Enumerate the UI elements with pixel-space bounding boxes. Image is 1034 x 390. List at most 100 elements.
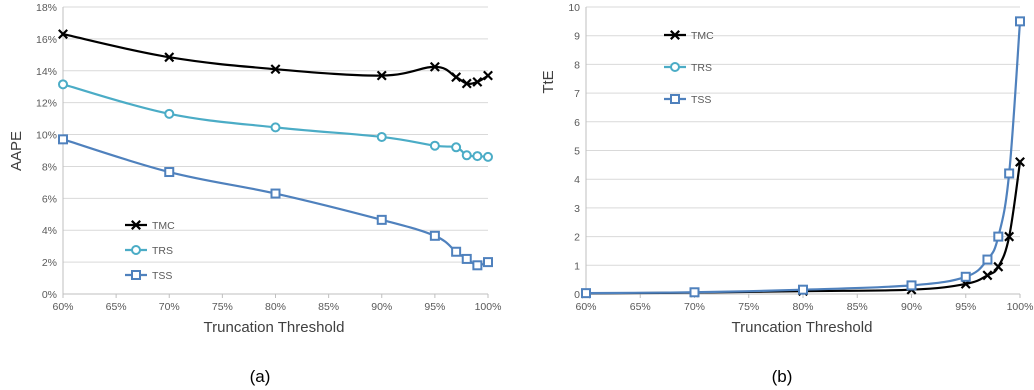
- square-marker: [993, 231, 1004, 242]
- x-marker: [1004, 231, 1015, 242]
- y-tick-label: 0%: [42, 289, 57, 301]
- square-marker: [982, 254, 993, 265]
- y-tick-label: 10%: [36, 130, 57, 142]
- x-marker: [1015, 157, 1025, 167]
- x-marker: [670, 30, 680, 40]
- y-tick-label: 1: [574, 260, 580, 272]
- circle-marker: [451, 142, 462, 153]
- y-tick-label: 5: [574, 146, 580, 158]
- y-tick-label: 4%: [42, 225, 57, 237]
- square-marker: [581, 288, 591, 299]
- y-tick-label: 9: [574, 31, 580, 43]
- square-marker: [451, 246, 462, 257]
- series-tmc: [58, 29, 493, 89]
- square-marker: [270, 188, 281, 199]
- legend-item-trs: TRS: [664, 62, 712, 74]
- legend-label: TRS: [152, 245, 173, 257]
- circle-marker: [131, 245, 141, 255]
- x-tick-label: 90%: [371, 301, 392, 313]
- x-marker: [472, 76, 483, 87]
- x-tick-label: 70%: [684, 301, 705, 313]
- x-marker: [58, 29, 68, 40]
- x-tick-label: 100%: [1007, 301, 1034, 313]
- panel-caption: (b): [772, 367, 793, 386]
- x-tick-label: 95%: [424, 301, 445, 313]
- legend-label: TMC: [691, 30, 714, 42]
- series-tss: [58, 134, 493, 271]
- square-marker: [429, 230, 440, 241]
- series-layer: [58, 29, 493, 271]
- x-tick-label: 65%: [106, 301, 127, 313]
- x-tick-label: 90%: [901, 301, 922, 313]
- legend-label: TRS: [691, 62, 712, 74]
- legend: TMC TRS TSS: [125, 220, 175, 282]
- x-tick-label: 95%: [955, 301, 976, 313]
- y-tick-label: 12%: [36, 98, 57, 110]
- legend-item-trs: TRS: [125, 245, 173, 257]
- y-tick-label: 3: [574, 203, 580, 215]
- circle-marker: [472, 151, 483, 162]
- square-marker: [670, 94, 680, 104]
- series-line: [62, 83, 489, 158]
- square-marker: [131, 270, 141, 280]
- x-marker: [164, 52, 175, 63]
- legend-item-tmc: TMC: [125, 220, 175, 232]
- x-tick-label: 70%: [159, 301, 180, 313]
- legend-item-tss: TSS: [125, 270, 172, 282]
- square-marker: [164, 167, 175, 178]
- series-line: [62, 138, 489, 267]
- square-marker: [376, 214, 387, 225]
- y-tick-label: 0: [574, 289, 580, 301]
- y-tick-label: 18%: [36, 2, 57, 14]
- y-tick-label: 16%: [36, 34, 57, 46]
- x-tick-label: 80%: [792, 301, 813, 313]
- x-tick-label: 80%: [265, 301, 286, 313]
- y-tick-label: 8%: [42, 161, 57, 173]
- square-marker: [483, 257, 493, 268]
- x-tick-label: 85%: [318, 301, 339, 313]
- circle-marker: [429, 140, 440, 151]
- series-tss: [581, 16, 1025, 299]
- y-tick-label: 2%: [42, 257, 57, 269]
- circle-marker: [270, 122, 281, 133]
- x-marker: [982, 270, 993, 281]
- x-marker: [461, 78, 472, 89]
- legend-label: TSS: [691, 94, 711, 106]
- series-layer: [581, 16, 1025, 299]
- y-tick-label: 14%: [36, 66, 57, 78]
- legend-item-tss: TSS: [664, 94, 711, 106]
- square-marker: [798, 284, 808, 295]
- square-marker: [58, 134, 68, 145]
- x-marker: [270, 64, 281, 75]
- circle-marker: [483, 151, 493, 162]
- y-tick-label: 2: [574, 232, 580, 244]
- y-axis-label: TtE: [540, 70, 557, 93]
- square-marker: [1004, 168, 1015, 179]
- axes: [585, 7, 1021, 298]
- y-tick-label: 7: [574, 88, 580, 100]
- x-tick-label: 85%: [847, 301, 868, 313]
- series-line: [585, 161, 1022, 295]
- tick-labels: 0 1 2 3 4 5 6 7 8 9 10 60% 65% 70% 75% 80% 85% 90% 95% 100%: [568, 2, 1033, 313]
- chart-panel-b: 0 1 2 3 4 5 6 7 8 9 10 60% 65% 70% 75% 80% 85% 90% 95% 100%…: [540, 2, 1033, 386]
- x-axis-label: Truncation Threshold: [732, 319, 873, 336]
- gridlines: [63, 6, 488, 295]
- panel-caption: (a): [250, 367, 271, 386]
- x-axis-label: Truncation Threshold: [204, 319, 345, 336]
- square-marker: [461, 253, 472, 264]
- x-marker: [429, 61, 440, 72]
- x-tick-label: 60%: [575, 301, 596, 313]
- square-marker: [1015, 16, 1025, 27]
- square-marker: [906, 280, 917, 291]
- y-tick-label: 6: [574, 117, 580, 129]
- legend-label: TSS: [152, 270, 172, 282]
- y-tick-label: 8: [574, 59, 580, 71]
- y-axis-label: AAPE: [8, 131, 25, 171]
- square-marker: [472, 260, 483, 271]
- circle-marker: [164, 108, 175, 119]
- circle-marker: [461, 150, 472, 161]
- circle-marker: [670, 62, 680, 72]
- x-tick-label: 60%: [52, 301, 73, 313]
- x-marker: [483, 70, 493, 81]
